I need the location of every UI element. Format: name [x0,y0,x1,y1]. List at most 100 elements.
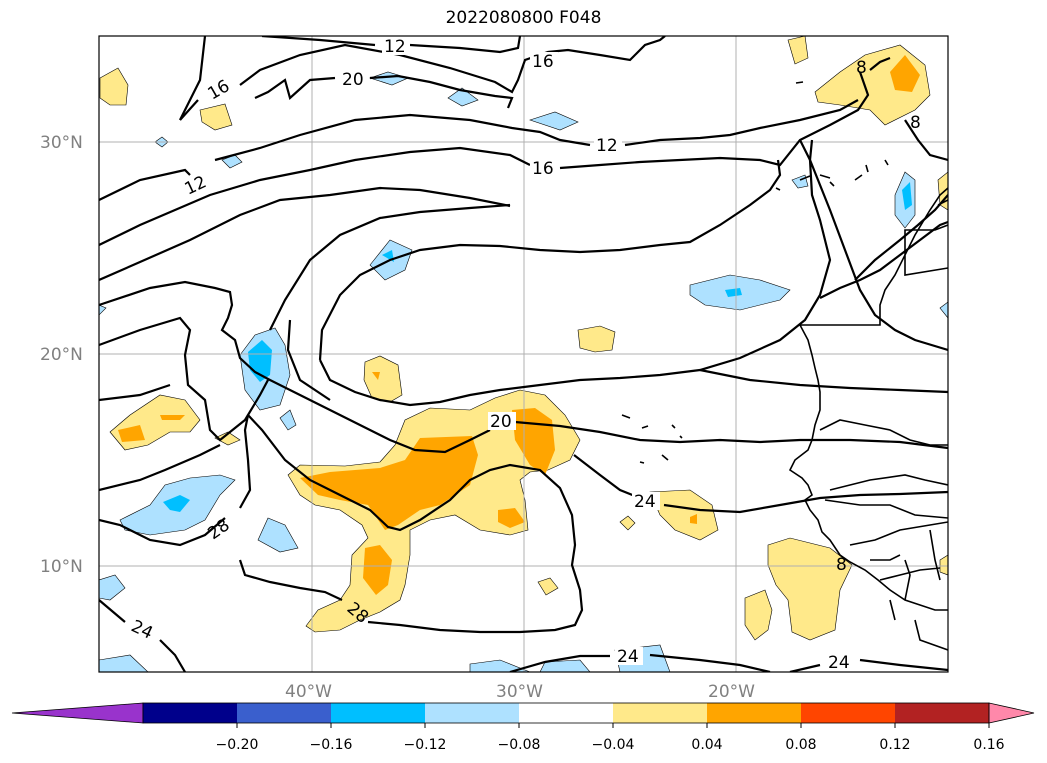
lon-label-20w: 20°W [708,682,755,702]
contour-24-bottom [509,653,948,672]
shade-yellow-small1 [537,577,559,596]
latitude-labels: 30°N 20°N 10°N [40,133,83,577]
shade-cyan-west [163,495,190,512]
shade-blue-southleft [99,574,126,601]
shade-orange-small2 [690,514,697,524]
shade-blue-bottom2 [469,659,531,672]
contour-inner-west [99,444,221,492]
colorbar-segment [895,703,990,723]
colorbar-tick-label: −0.04 [592,737,635,753]
colorbar-segment [707,703,802,723]
shade-yellow-nw2 [199,103,233,131]
shade-orange-west2 [160,415,185,420]
contour-label-20b: 20 [490,412,512,432]
colorbar-tick-label: −0.12 [404,737,447,753]
colorbar-tick-label: 0.08 [785,737,816,753]
shade-orange-ne [890,55,920,92]
shade-yellow-n [787,36,809,65]
contour-label-12a: 12 [384,37,406,57]
contour-20b [99,280,948,454]
shade-blue-south1 [257,517,299,553]
contour-label-20a: 20 [342,70,364,90]
map-area: 12 16 20 8 8 16 12 16 12 20 24 28 28 24 … [99,36,948,673]
contour-label-24d: 24 [828,653,850,673]
contour-20c [318,159,782,361]
longitude-labels: 40°W 30°W 20°W [285,682,755,702]
colorbar-tick-label: −0.08 [498,737,541,753]
colorbar-segment [331,703,426,723]
map-title: 2022080800 F048 [445,8,602,28]
shade-orange-central [300,436,478,530]
contour-label-24a: 24 [634,492,656,512]
colorbar: −0.20 −0.16 −0.12 −0.08 −0.04 0.04 0.08 0.12 0.1… [11,702,1035,753]
shade-yellow-east2 [767,537,853,641]
shade-orange-small3 [372,372,380,380]
contour-20-north [179,36,514,121]
shade-orange-south [363,545,392,595]
colorbar-segment [425,703,520,723]
contour-28-south [238,559,343,601]
shade-cyan-ne [902,182,912,210]
lon-label-40w: 40°W [285,682,332,702]
shade-blue-north3 [529,111,579,131]
shade-cyan-east [725,288,742,297]
contour-label-8a: 8 [856,58,867,78]
colorbar-tick-label: 0.04 [691,737,722,753]
colorbar-tick-label: −0.20 [216,737,259,753]
map-frame [98,35,949,673]
graticule [99,36,948,672]
shade-blue-small2 [279,409,297,431]
contour-ne-loop [904,119,948,162]
colorbar-segment [613,703,708,723]
contour-label-12b: 12 [596,136,618,156]
colorbar-segment [143,703,238,723]
contour-lines [99,36,948,672]
contour-label-24c: 24 [617,647,639,667]
shade-yellow-small2 [619,515,636,531]
contour-16-north [179,36,666,121]
contour-label-16c: 16 [532,159,554,179]
iberia-edge [937,199,948,206]
shade-blue-small4 [939,301,948,319]
contour-label-8b: 8 [910,113,921,133]
colorbar-border [142,702,990,724]
shade-yellow-mid [577,325,616,353]
contour-20a [99,186,511,282]
contour-24-east [573,454,948,514]
colorbar-tick-label: −0.16 [310,737,353,753]
shade-yellow-lat20 [363,355,403,403]
contour-lower-west [99,383,171,402]
contour-labels: 12 16 20 8 8 16 12 16 12 20 24 28 28 24 … [128,37,921,673]
contour-12-east [854,194,948,281]
contour-28-inner [247,414,584,634]
shade-yellow-east1 [649,489,719,541]
shade-orange-west [118,425,145,442]
lat-label-10n: 10°N [40,557,83,577]
coastline [621,81,948,651]
contour-8-east [819,220,948,299]
contour-label-8c: 8 [836,555,847,575]
contour-12 [99,56,891,201]
cape-verde [621,414,683,464]
colorbar-segment [237,703,332,723]
contour-label-16a: 16 [532,52,554,72]
lon-label-30w: 30°W [496,682,543,702]
canary-islands [775,159,889,191]
colorbar-extend-high [988,702,1035,724]
lat-label-30n: 30°N [40,133,83,153]
madeira [795,81,804,84]
shade-yellow-east3 [744,589,773,641]
shade-blue-bottom3 [539,659,591,672]
contour-inner-20 [319,139,832,407]
colorbar-tick-label: 0.16 [973,737,1004,753]
contour-lower-east [699,368,948,394]
contour-24-mid [269,203,511,401]
contour-16 [99,71,870,246]
shade-yellow-nw1 [99,67,129,106]
shade-blue-bottom1 [99,654,149,672]
africa-coast [788,187,948,611]
shade-orange-small [498,508,525,528]
colorbar-tick-label: 0.12 [879,737,910,753]
shade-yellow-small3 [214,431,241,446]
